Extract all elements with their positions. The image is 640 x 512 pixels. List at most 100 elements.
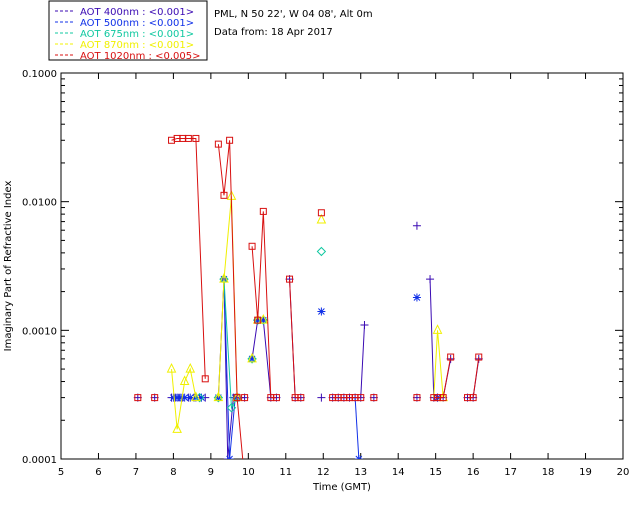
square-point — [272, 394, 280, 402]
square-point — [214, 140, 222, 148]
series-line — [251, 211, 277, 399]
series-line — [289, 279, 301, 399]
legend-label: AOT 1020nm : <0.005> — [80, 51, 200, 62]
x-tick-label: 7 — [133, 467, 139, 478]
series-layer — [133, 134, 483, 459]
y-axis-label: Imaginary Part of Refractive Index — [3, 181, 14, 352]
series-1 — [169, 275, 442, 459]
square-point — [430, 394, 438, 402]
y-tick-label: 0.0100 — [22, 198, 57, 209]
square-point — [254, 316, 262, 324]
series-line — [217, 140, 244, 459]
diamond-point — [316, 246, 327, 257]
x-tick-label: 14 — [392, 467, 405, 478]
triangle-point — [247, 352, 257, 363]
legend: AOT 400nm : <0.001>AOT 500nm : <0.001>AO… — [48, 0, 208, 62]
x-tick-label: 11 — [279, 467, 292, 478]
triangle-point — [316, 213, 327, 224]
x-tick-label: 19 — [579, 467, 592, 478]
square-point — [469, 394, 477, 402]
square-point — [439, 394, 447, 402]
square-point — [201, 375, 209, 383]
square-point — [286, 275, 294, 283]
asterisk-point — [180, 393, 189, 402]
x-tick-label: 9 — [208, 467, 214, 478]
series-line — [354, 397, 360, 459]
legend-label: AOT 870nm : <0.001> — [80, 40, 194, 51]
square-point — [184, 134, 192, 142]
diamond-point — [213, 392, 224, 403]
series-line — [429, 279, 452, 399]
diamond-point — [194, 392, 205, 403]
asterisk-point — [248, 354, 257, 363]
triangle-point — [179, 375, 190, 386]
y-tick-label: 0.1000 — [22, 69, 57, 80]
series-4 — [134, 134, 483, 459]
x-tick-label: 13 — [354, 467, 367, 478]
square-point — [370, 394, 378, 402]
legend-label: AOT 675nm : <0.001> — [80, 29, 194, 40]
asterisk-point — [225, 455, 234, 459]
triangle-point — [219, 273, 229, 283]
asterisk-point — [197, 393, 206, 402]
asterisk-point — [231, 393, 240, 402]
square-point — [317, 209, 325, 217]
asterisk-point — [317, 307, 326, 316]
square-point — [192, 134, 200, 142]
x-tick-label: 20 — [617, 467, 630, 478]
x-tick-label: 18 — [542, 467, 555, 478]
plus-point — [317, 393, 326, 402]
series-line — [467, 358, 480, 399]
square-point — [297, 394, 305, 402]
series-line — [467, 356, 480, 399]
asterisk-point — [259, 316, 268, 325]
y-tick-label: 0.0001 — [22, 455, 57, 466]
plus-point — [412, 221, 421, 230]
legend-label: AOT 500nm : <0.001> — [80, 18, 194, 29]
triangle-point — [432, 324, 443, 334]
triangle-point — [172, 423, 182, 433]
plus-point — [223, 455, 232, 459]
square-point — [220, 191, 228, 199]
plot-frame — [60, 72, 624, 460]
legend-box — [48, 0, 208, 61]
triangle-point — [213, 391, 224, 402]
triangle-point — [191, 391, 201, 402]
series-line — [223, 279, 236, 459]
series-line — [332, 324, 365, 399]
legend-label: AOT 400nm : <0.001> — [80, 7, 194, 18]
series-3 — [166, 190, 448, 433]
x-tick-label: 6 — [95, 467, 101, 478]
data-date: Data from: 18 Apr 2017 — [214, 27, 333, 38]
triangle-point — [258, 314, 269, 324]
square-point — [447, 353, 455, 361]
square-point — [134, 394, 142, 402]
square-point — [413, 394, 421, 402]
y-tick-label: 0.0010 — [22, 326, 57, 337]
series-0 — [133, 221, 483, 459]
x-tick-label: 17 — [504, 467, 517, 478]
square-point — [241, 394, 249, 402]
asterisk-point — [186, 393, 195, 402]
diamond-point — [247, 354, 257, 364]
diamond-point — [226, 403, 237, 413]
plus-point — [360, 321, 369, 330]
x-tick-label: 8 — [170, 467, 176, 478]
square-point — [475, 353, 483, 361]
plus-point — [426, 275, 435, 284]
series-line — [433, 330, 444, 398]
x-tick-label: 16 — [467, 467, 480, 478]
series-line — [289, 279, 301, 399]
series-line — [171, 367, 197, 430]
series-line — [171, 137, 206, 379]
square-point — [259, 207, 267, 215]
square-point — [233, 394, 241, 402]
x-tick-label: 5 — [58, 467, 64, 478]
triangle-point — [185, 362, 196, 373]
square-point — [151, 394, 159, 402]
square-point — [357, 394, 365, 402]
square-point — [248, 242, 256, 250]
x-axis-label: Time (GMT) — [312, 482, 371, 493]
asterisk-point — [354, 455, 363, 459]
